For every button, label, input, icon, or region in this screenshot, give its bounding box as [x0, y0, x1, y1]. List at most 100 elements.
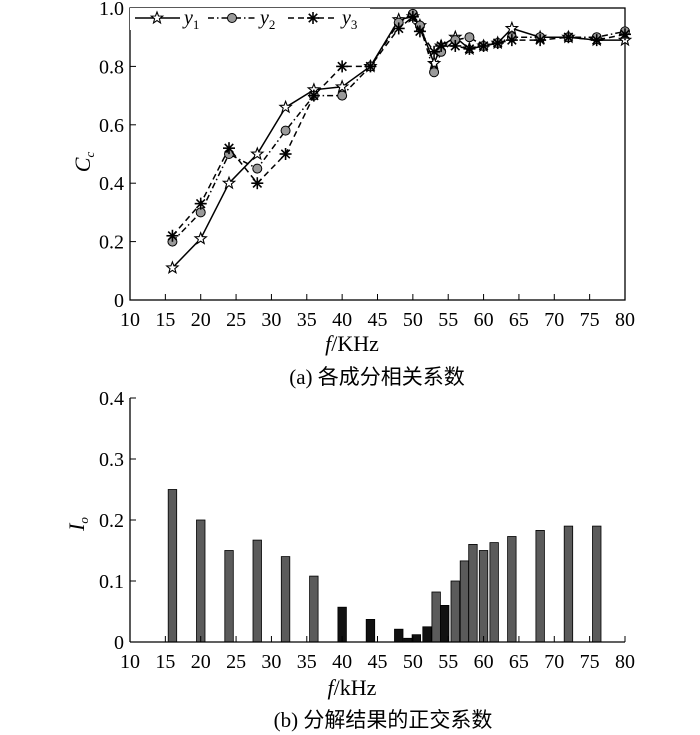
- data-point: [251, 177, 264, 190]
- data-point: [491, 37, 504, 50]
- y-tick-label: 0.4: [99, 173, 124, 195]
- y-tick-label: 0: [114, 632, 124, 654]
- data-point: [307, 89, 320, 102]
- x-tick-label: 75: [580, 651, 600, 673]
- data-point: [406, 10, 419, 23]
- legend-marker-star: [149, 10, 165, 25]
- y-axis: 0 0.1 0.2 0.3 0.4: [99, 388, 136, 654]
- data-point: [279, 148, 292, 160]
- series-y3: [166, 10, 631, 242]
- y-tick-label: 0.8: [99, 56, 124, 78]
- legend-box: [130, 8, 370, 30]
- x-tick-label: 55: [438, 309, 458, 331]
- y-axis-title: Cc: [70, 152, 97, 173]
- legend-label-y1: y1: [182, 7, 199, 32]
- data-point: [166, 229, 179, 242]
- data-point: [477, 39, 490, 52]
- data-point: [590, 34, 603, 47]
- data-point: [336, 60, 349, 73]
- series-line: [171, 15, 626, 237]
- data-point: [463, 42, 476, 55]
- x-tick-label: 30: [261, 309, 281, 331]
- data-point: [337, 90, 348, 101]
- x-tick-label: 50: [403, 309, 423, 331]
- y-tick-label: 0.4: [99, 388, 124, 410]
- bar: [224, 550, 234, 643]
- data-point: [165, 260, 180, 274]
- caption-b: (b) 分解结果的正交系数: [274, 708, 493, 732]
- bar: [365, 619, 376, 643]
- bar-group: [167, 489, 602, 643]
- data-point: [505, 34, 518, 47]
- x-tick-label: 45: [368, 651, 388, 673]
- bar: [450, 580, 460, 643]
- data-point: [278, 99, 293, 114]
- y-tick-label: 0.1: [99, 571, 124, 593]
- series-line: [171, 15, 625, 269]
- data-point: [193, 231, 208, 245]
- data-point: [464, 32, 475, 43]
- caption-a: (a) 各成分相关系数: [289, 365, 465, 389]
- x-tick-label: 45: [368, 309, 388, 331]
- data-point: [435, 39, 448, 52]
- bar: [535, 530, 545, 643]
- bar: [280, 556, 291, 643]
- data-point: [194, 197, 207, 210]
- legend-marker-circle: [227, 13, 237, 23]
- bar: [196, 519, 206, 643]
- data-point: [428, 45, 441, 58]
- bar: [431, 591, 441, 643]
- x-tick-label: 60: [474, 651, 494, 673]
- y-tick-label: 0.3: [99, 449, 124, 471]
- x-tick-label: 35: [297, 309, 317, 331]
- x-tick-label: 80: [615, 651, 635, 673]
- data-point: [413, 25, 426, 38]
- data-point: [449, 39, 462, 52]
- x-tick-label: 65: [509, 651, 529, 673]
- y-tick-label: 1.0: [99, 0, 124, 20]
- chart-orthogonality: 10 15 20 25 30 35 40 45 50 55 60 65 70 75 80 0 0.1 0.2 0.…: [64, 388, 635, 732]
- bar: [422, 626, 432, 643]
- legend: y1 y2 y3: [130, 7, 370, 32]
- x-tick-label: 55: [438, 651, 458, 673]
- y-axis: 0 0.2 0.4 0.6 0.8 1.0: [99, 0, 136, 312]
- bar: [167, 489, 178, 643]
- x-tick-label: 80: [615, 309, 635, 331]
- x-axis: 10 15 20 25 30 35 40 45 50 55 60 65 70 75 80: [120, 636, 635, 673]
- bar: [252, 539, 262, 643]
- x-tick-label: 25: [226, 309, 246, 331]
- series-y1: [165, 9, 633, 274]
- legend-marker-asterisk: [307, 12, 319, 24]
- bar: [411, 634, 422, 643]
- x-axis-title: f/kHz: [328, 675, 377, 700]
- legend-label-y3: y3: [340, 7, 357, 32]
- chart-correlation: 10 15 20 25 30 35 40 45 50 55 60 65 70 75 80 0 0.2 0.4 0.…: [70, 0, 635, 389]
- bar: [563, 525, 574, 643]
- data-point: [221, 175, 237, 190]
- bar: [309, 575, 319, 643]
- y-tick-label: 0.6: [99, 115, 124, 137]
- legend-asterisk: [307, 12, 319, 24]
- data-point: [534, 34, 547, 47]
- data-point: [504, 20, 520, 35]
- x-tick-label: 30: [261, 651, 281, 673]
- data-point: [364, 60, 377, 73]
- x-tick-label: 60: [474, 309, 494, 331]
- bar: [468, 544, 478, 643]
- x-tick-label: 50: [403, 651, 423, 673]
- x-tick-label: 40: [332, 309, 352, 331]
- x-tick-label: 10: [120, 651, 140, 673]
- bar: [507, 536, 517, 643]
- plot-frame: [129, 7, 626, 301]
- series-group: [165, 8, 633, 274]
- x-tick-label: 15: [155, 651, 175, 673]
- y-tick-label: 0.2: [99, 232, 124, 254]
- data-point: [280, 125, 291, 136]
- x-tick-label: 35: [297, 651, 317, 673]
- data-point: [250, 146, 265, 161]
- x-tick-label: 25: [226, 651, 246, 673]
- data-point: [562, 31, 575, 44]
- x-tick-label: 70: [544, 651, 564, 673]
- legend-circle: [227, 13, 237, 23]
